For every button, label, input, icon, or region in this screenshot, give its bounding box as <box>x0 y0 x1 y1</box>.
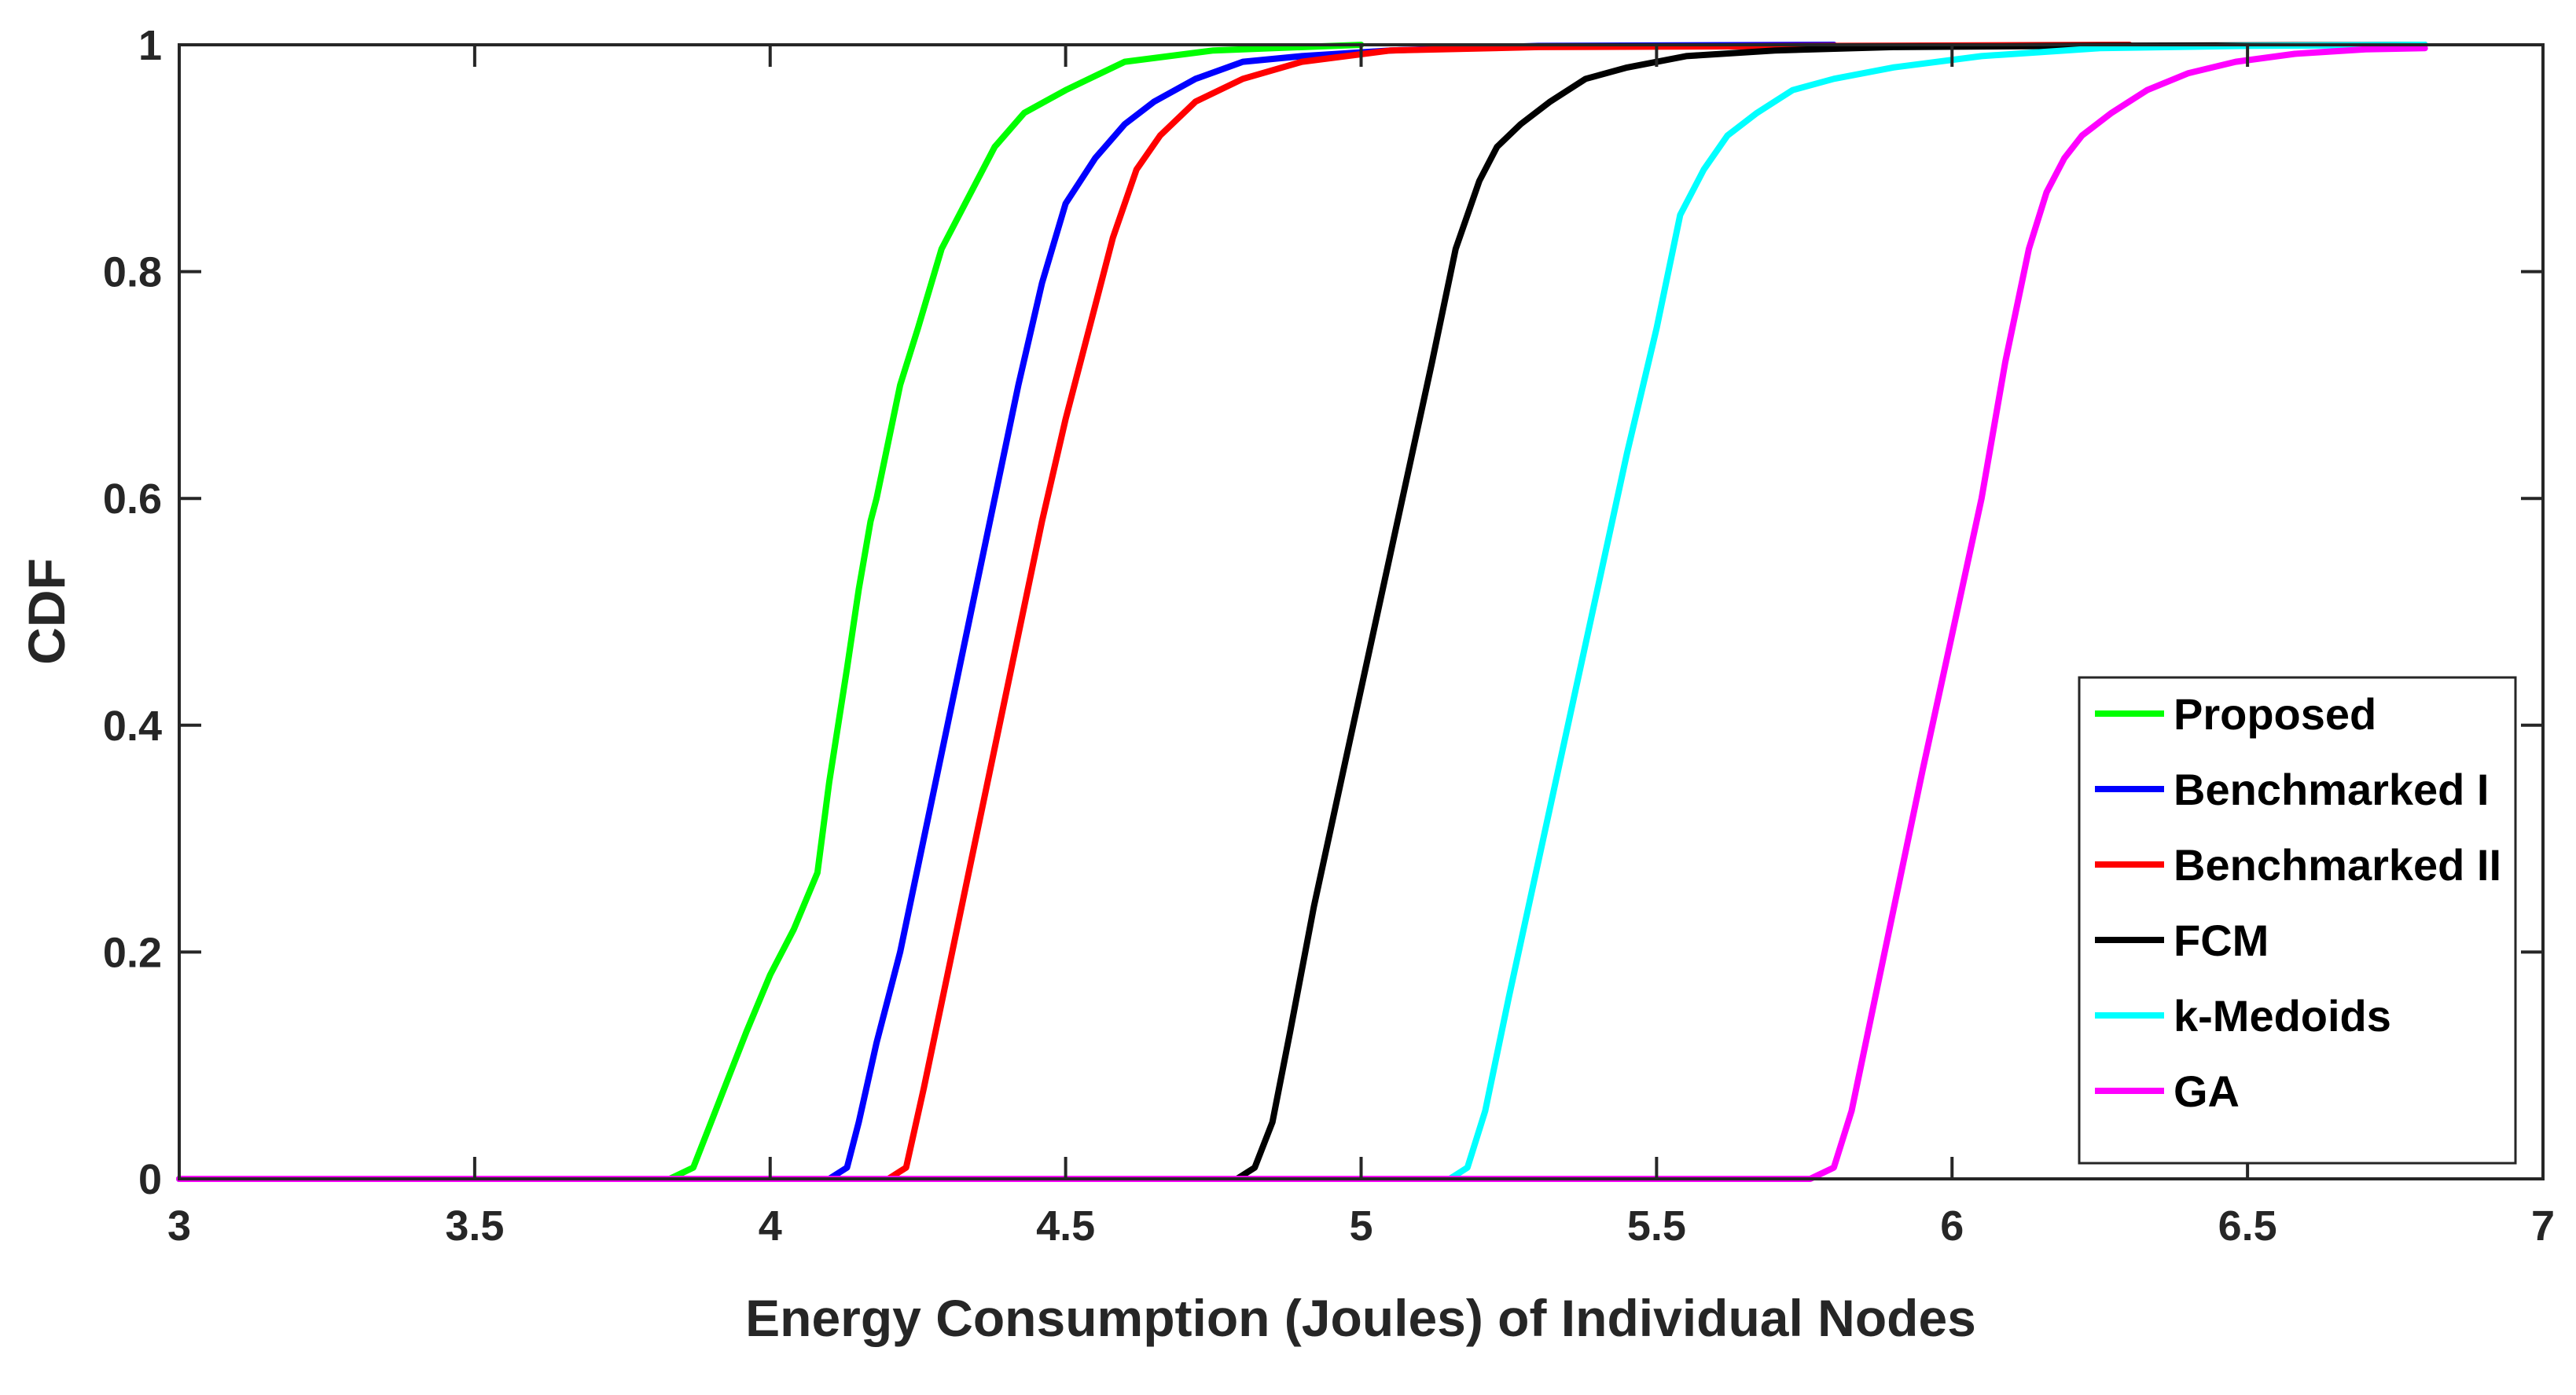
legend-label-ga: GA <box>2174 1066 2240 1116</box>
x-tick-label: 5 <box>1349 1202 1373 1250</box>
x-tick-label: 5.5 <box>1627 1202 1686 1250</box>
x-tick-label: 3 <box>167 1202 191 1250</box>
series-line-ga <box>176 45 2428 1182</box>
legend-label-fcm: FCM <box>2174 916 2269 965</box>
y-tick-label: 0.8 <box>103 249 162 296</box>
legend-label-proposed: Proposed <box>2174 689 2376 739</box>
series-line-benchmarked-i <box>176 42 1837 1182</box>
y-tick-label: 0 <box>138 1156 162 1203</box>
x-tick-label: 7 <box>2531 1202 2555 1250</box>
y-tick-label: 1 <box>138 22 162 69</box>
x-tick-label: 6 <box>1940 1202 1964 1250</box>
legend-box <box>2078 676 2517 1165</box>
x-tick-label: 4 <box>759 1202 782 1250</box>
series-layer <box>176 42 2428 1182</box>
legend-label-benchmarked-ii: Benchmarked II <box>2174 840 2501 890</box>
x-tick-label: 6.5 <box>2218 1202 2277 1250</box>
x-axis-label: Energy Consumption (Joules) of Individua… <box>745 1289 1976 1347</box>
series-line-fcm <box>176 42 2428 1182</box>
y-tick-label: 0.6 <box>103 475 162 523</box>
legend: Proposed Benchmarked I Benchmarked II FCM k-… <box>2078 676 2517 1165</box>
y-tick-label: 0.2 <box>103 929 162 976</box>
y-tick-label: 0.4 <box>103 703 162 750</box>
series-line-proposed <box>176 42 1365 1182</box>
legend-label-k-medoids: k-Medoids <box>2174 991 2391 1041</box>
x-tick-label: 4.5 <box>1036 1202 1095 1250</box>
x-tick-label: 3.5 <box>445 1202 504 1250</box>
x-axis-ticks: 3 3.5 4 4.5 5 5.5 6 6.5 7 <box>167 45 2555 1250</box>
y-axis-label: CDF <box>17 558 75 665</box>
legend-label-benchmarked-i: Benchmarked I <box>2174 765 2490 814</box>
y-axis-ticks: 0 0.2 0.4 0.6 0.8 1 <box>103 22 2543 1203</box>
